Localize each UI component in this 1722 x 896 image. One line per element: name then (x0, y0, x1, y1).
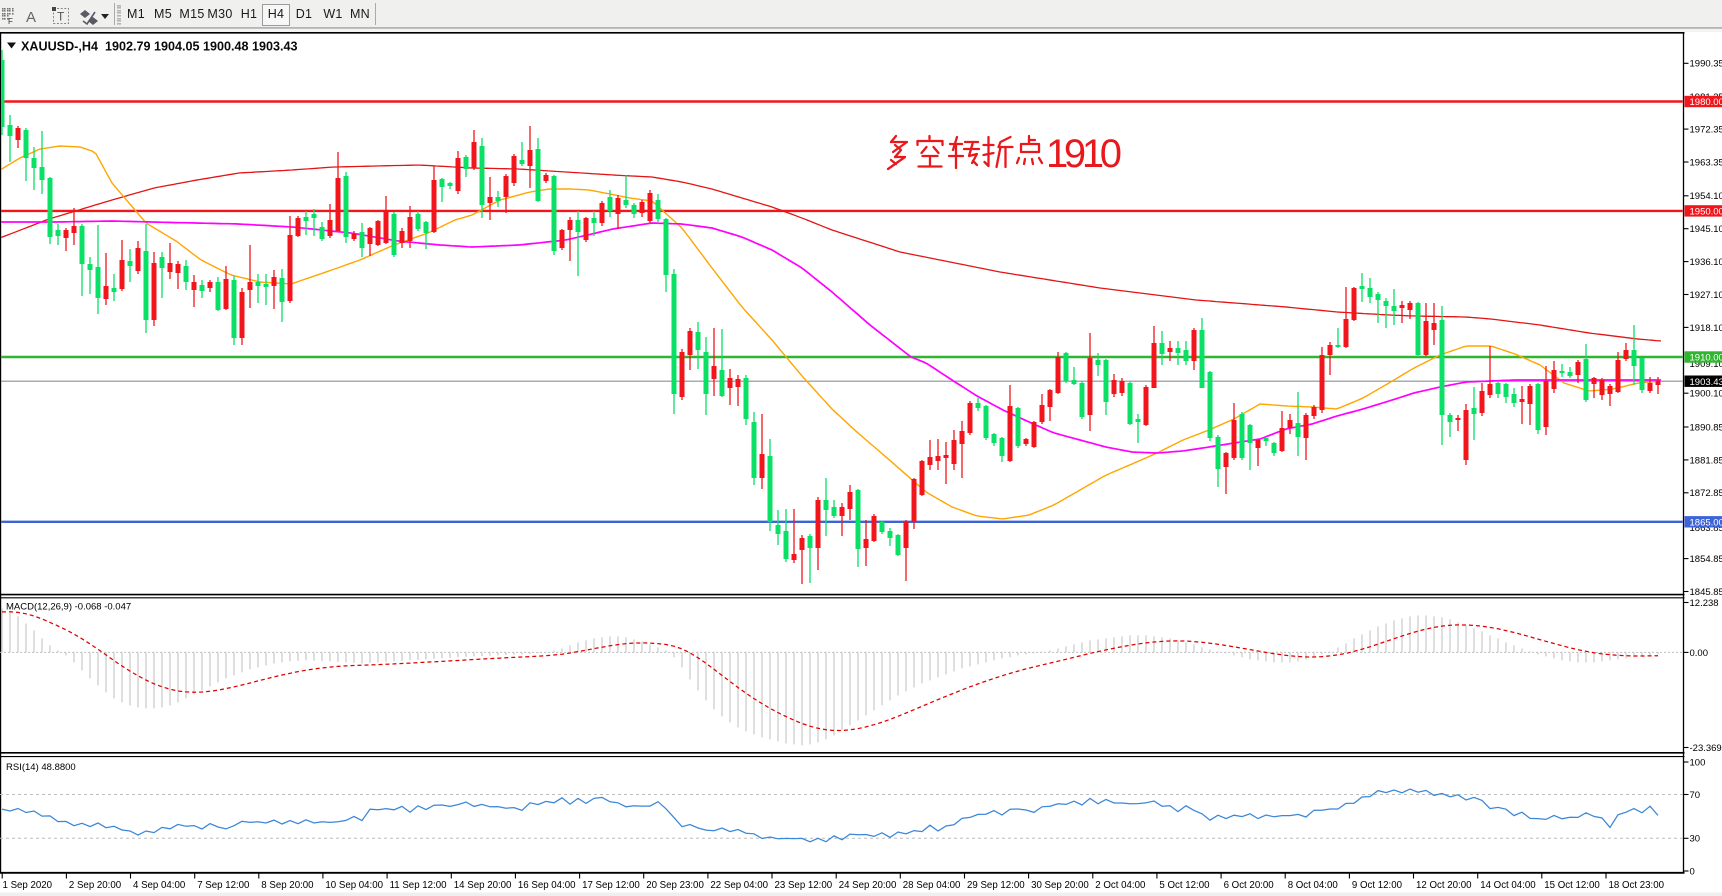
svg-text:7 Sep 12:00: 7 Sep 12:00 (197, 880, 250, 891)
svg-text:14 Oct 04:00: 14 Oct 04:00 (1480, 880, 1536, 891)
svg-text:1854.85: 1854.85 (1690, 554, 1722, 565)
svg-text:0: 0 (1690, 866, 1695, 877)
svg-text:1990.35: 1990.35 (1690, 59, 1722, 70)
svg-text:1918.10: 1918.10 (1690, 323, 1722, 334)
svg-text:1900.10: 1900.10 (1690, 389, 1722, 400)
svg-text:RSI(14) 48.8800: RSI(14) 48.8800 (6, 762, 76, 773)
svg-text:30: 30 (1690, 834, 1701, 845)
svg-text:8 Sep 20:00: 8 Sep 20:00 (261, 880, 314, 891)
svg-text:6 Oct 20:00: 6 Oct 20:00 (1224, 880, 1275, 891)
svg-text:1980.00: 1980.00 (1690, 97, 1722, 108)
svg-text:22 Sep 04:00: 22 Sep 04:00 (710, 880, 768, 891)
svg-text:MACD(12,26,9) -0.068 -0.047: MACD(12,26,9) -0.068 -0.047 (6, 602, 131, 613)
svg-text:15 Oct 12:00: 15 Oct 12:00 (1544, 880, 1600, 891)
svg-text:-23.369: -23.369 (1690, 743, 1722, 754)
svg-text:1927.10: 1927.10 (1690, 290, 1722, 301)
svg-text:100: 100 (1690, 757, 1706, 768)
svg-text:16 Sep 04:00: 16 Sep 04:00 (518, 880, 576, 891)
svg-text:14 Sep 20:00: 14 Sep 20:00 (454, 880, 512, 891)
svg-text:4 Sep 04:00: 4 Sep 04:00 (133, 880, 186, 891)
svg-text:1903.43: 1903.43 (1690, 377, 1722, 388)
svg-text:1950.00: 1950.00 (1690, 207, 1722, 218)
svg-text:1910: 1910 (1046, 132, 1122, 176)
svg-text:23 Sep 12:00: 23 Sep 12:00 (775, 880, 833, 891)
svg-text:70: 70 (1690, 790, 1701, 801)
svg-text:10 Sep 04:00: 10 Sep 04:00 (325, 880, 383, 891)
svg-text:1 Sep 2020: 1 Sep 2020 (3, 880, 53, 891)
svg-text:28 Sep 04:00: 28 Sep 04:00 (903, 880, 961, 891)
svg-text:1910.00: 1910.00 (1690, 353, 1722, 364)
svg-text:1954.10: 1954.10 (1690, 191, 1722, 202)
svg-text:1936.10: 1936.10 (1690, 257, 1722, 268)
svg-text:24 Sep 20:00: 24 Sep 20:00 (839, 880, 897, 891)
svg-text:2 Sep 20:00: 2 Sep 20:00 (69, 880, 122, 891)
svg-text:5 Oct 12:00: 5 Oct 12:00 (1159, 880, 1210, 891)
svg-text:1863.85: 1863.85 (1690, 523, 1722, 534)
svg-text:1945.10: 1945.10 (1690, 224, 1722, 235)
svg-text:17 Sep 12:00: 17 Sep 12:00 (582, 880, 640, 891)
svg-text:1963.35: 1963.35 (1690, 157, 1722, 168)
svg-text:29 Sep 12:00: 29 Sep 12:00 (967, 880, 1025, 891)
svg-text:1972.35: 1972.35 (1690, 125, 1722, 136)
svg-text:1881.85: 1881.85 (1690, 455, 1722, 466)
svg-text:12.238: 12.238 (1690, 598, 1719, 609)
svg-text:1845.85: 1845.85 (1690, 587, 1722, 598)
svg-text:1890.85: 1890.85 (1690, 422, 1722, 433)
svg-text:0.00: 0.00 (1690, 648, 1709, 659)
svg-text:20 Sep 23:00: 20 Sep 23:00 (646, 880, 704, 891)
svg-text:12 Oct 20:00: 12 Oct 20:00 (1416, 880, 1472, 891)
svg-text:9 Oct 12:00: 9 Oct 12:00 (1352, 880, 1403, 891)
svg-text:8 Oct 04:00: 8 Oct 04:00 (1288, 880, 1339, 891)
svg-text:1872.85: 1872.85 (1690, 488, 1722, 499)
svg-text:1865.00: 1865.00 (1690, 517, 1722, 528)
svg-text:F: F (8, 17, 13, 26)
svg-text:1909.10: 1909.10 (1690, 359, 1722, 370)
svg-text:2 Oct 04:00: 2 Oct 04:00 (1095, 880, 1146, 891)
svg-text:11 Sep 12:00: 11 Sep 12:00 (390, 880, 448, 891)
svg-text:30 Sep 20:00: 30 Sep 20:00 (1031, 880, 1089, 891)
svg-text:T: T (57, 10, 65, 24)
svg-text:18 Oct 23:00: 18 Oct 23:00 (1609, 880, 1665, 891)
svg-text:XAUUSD-,H4 1902.79 1904.05 19: XAUUSD-,H4 1902.79 1904.05 1900.48 1903.… (21, 40, 298, 54)
